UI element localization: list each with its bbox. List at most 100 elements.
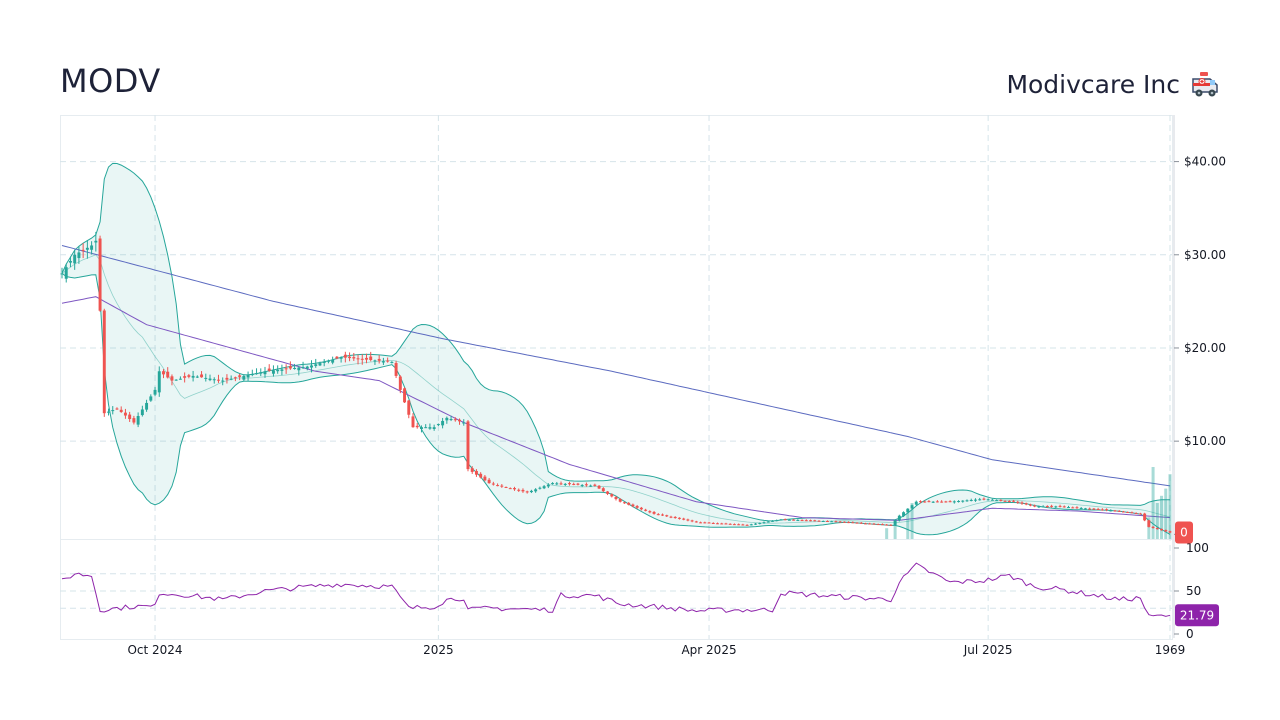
candle-body	[276, 369, 280, 372]
candle-body	[1075, 507, 1079, 509]
candle-body	[1160, 528, 1164, 531]
candle-body	[191, 375, 195, 378]
candle-body	[1033, 505, 1037, 507]
candle-body	[462, 422, 466, 424]
candle-body	[551, 483, 555, 485]
candle-body	[1037, 506, 1041, 508]
candle-body	[212, 379, 216, 381]
candle-body	[580, 485, 584, 487]
candle-body	[1126, 512, 1130, 514]
candle-body	[73, 254, 77, 264]
rsi-tick-label: 0	[1186, 627, 1194, 641]
candle-body	[208, 378, 212, 381]
candle-body	[1092, 508, 1096, 510]
rsi-value-label: 21.79	[1180, 608, 1214, 622]
candle-body	[145, 402, 149, 410]
candle-body	[407, 400, 411, 415]
candle-body	[1012, 500, 1016, 502]
candle-body	[610, 494, 614, 497]
volume-bar	[1164, 488, 1168, 539]
candle-body	[893, 520, 897, 525]
candle-body	[851, 522, 855, 524]
candle-body	[187, 375, 191, 377]
candle-body	[635, 506, 639, 508]
candle-body	[694, 521, 698, 523]
candle-body	[618, 499, 622, 502]
candle-body	[749, 524, 753, 526]
candle-body	[999, 499, 1003, 501]
candle-body	[119, 409, 123, 413]
candle-body	[906, 508, 910, 512]
candle-body	[538, 487, 542, 489]
candle-body	[386, 360, 390, 362]
candle-body	[419, 427, 423, 429]
candle-body	[301, 367, 305, 369]
candle-body	[661, 514, 664, 516]
candle-body	[919, 501, 922, 503]
candle-body	[132, 418, 136, 423]
candle-body	[352, 357, 356, 359]
candle-body	[576, 483, 580, 485]
candle-body	[800, 520, 804, 522]
candle-body	[115, 408, 119, 410]
candle-body	[978, 499, 982, 501]
grid-lines	[60, 115, 1172, 639]
candle-body	[200, 374, 204, 378]
candle-body	[652, 511, 656, 514]
rsi-indicator	[61, 562, 1171, 617]
candle-body	[847, 522, 851, 524]
candle-body	[766, 521, 770, 523]
candle-body	[627, 502, 631, 505]
candle-body	[568, 483, 571, 485]
candle-body	[644, 509, 648, 511]
bollinger-bands	[61, 162, 1171, 536]
candle-body	[1007, 500, 1011, 502]
candle-body	[965, 500, 969, 502]
candle-body	[597, 485, 601, 489]
candle-body	[373, 360, 377, 362]
candle-body	[1016, 501, 1020, 503]
candle-body	[1058, 505, 1062, 507]
candle-body	[68, 260, 72, 263]
candle-body	[1024, 503, 1028, 505]
candle-body	[969, 499, 973, 501]
candle-body	[153, 389, 157, 395]
candle-body	[931, 501, 935, 503]
candle-body	[1067, 507, 1070, 509]
volume-bar	[1151, 467, 1155, 539]
candle-body	[360, 358, 364, 360]
price-tick-label: $30.00	[1184, 248, 1226, 262]
candle-body	[1088, 508, 1092, 510]
candle-body	[775, 520, 779, 522]
candle-body	[174, 379, 178, 381]
candle-body	[128, 414, 132, 420]
price-tick-label: $20.00	[1184, 341, 1226, 355]
candle-body	[411, 416, 415, 428]
candle-body	[293, 368, 297, 370]
volume-bars	[885, 467, 1172, 539]
candle-body	[935, 501, 939, 503]
candle-body	[716, 523, 719, 525]
candle-body	[559, 483, 563, 485]
last-price-value: 0	[1180, 525, 1188, 539]
candle-body	[631, 504, 635, 507]
candle-body	[1045, 506, 1049, 508]
candle-body	[682, 518, 686, 520]
candle-body	[246, 374, 250, 378]
candle-body	[872, 523, 876, 525]
candle-body	[339, 357, 343, 359]
candle-body	[221, 380, 225, 382]
candle-body	[589, 485, 593, 487]
candle-body	[1054, 506, 1058, 508]
candle-body	[868, 523, 872, 525]
candle-body	[880, 524, 884, 526]
candle-body	[1138, 513, 1142, 515]
candle-body	[415, 425, 419, 428]
candle-body	[944, 501, 948, 503]
candle-body	[1143, 513, 1147, 521]
candle-body	[466, 421, 470, 470]
candle-body	[1117, 510, 1121, 512]
candle-body	[1003, 500, 1007, 502]
candle-body	[255, 373, 259, 375]
